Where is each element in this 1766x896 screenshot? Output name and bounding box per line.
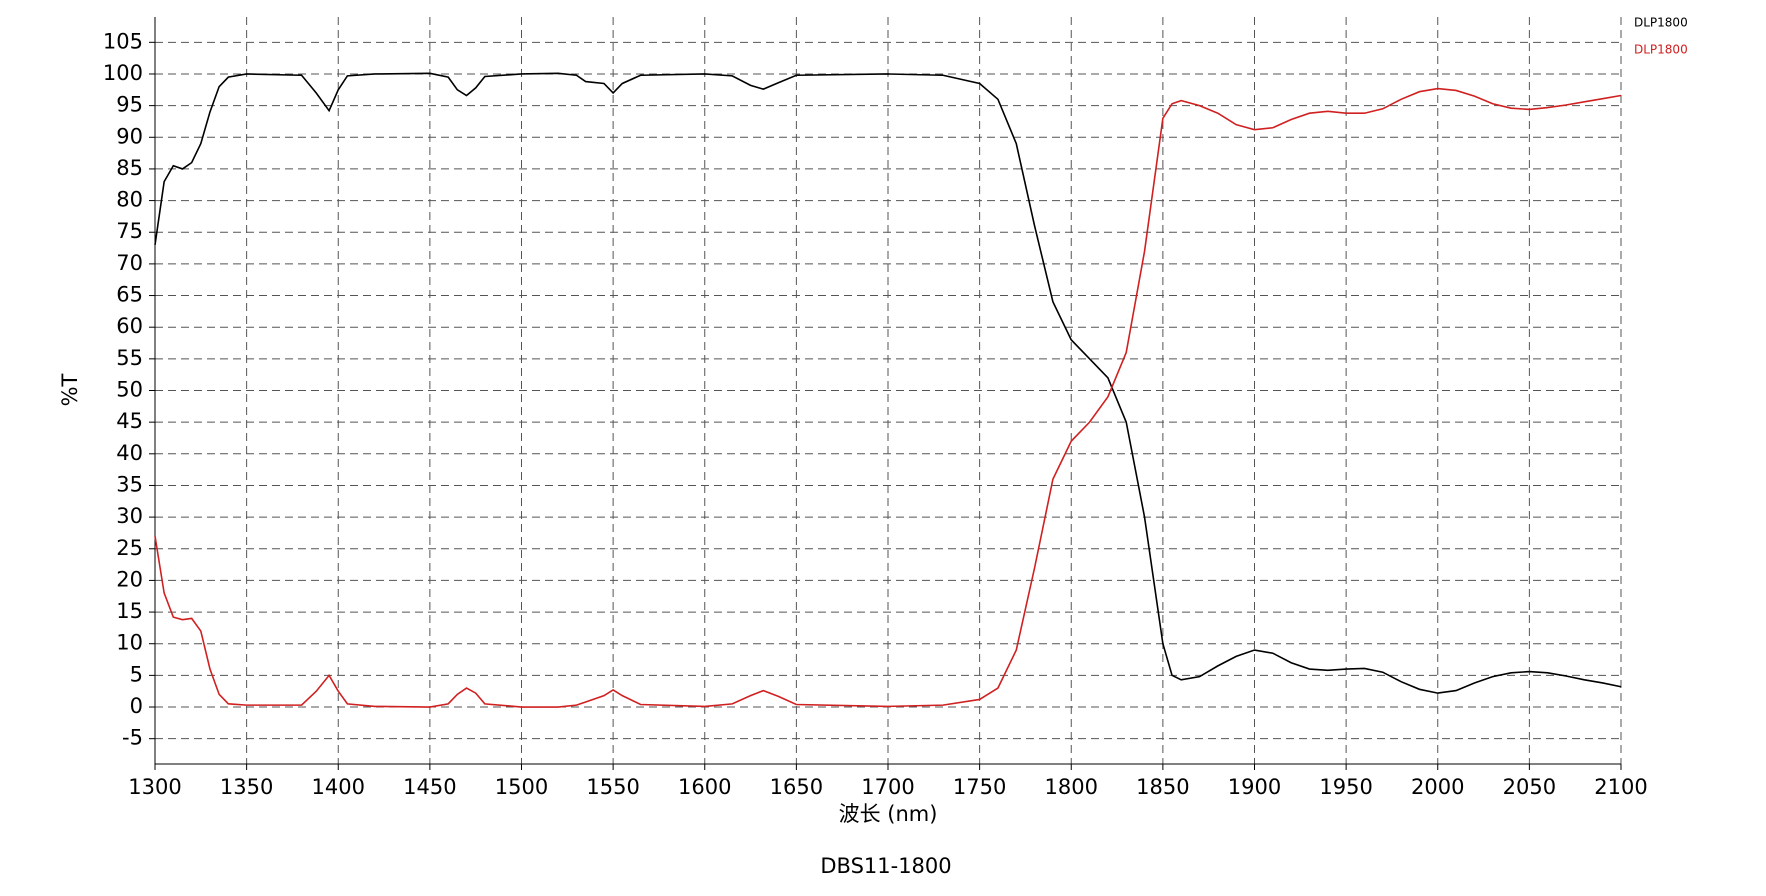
x-tick-label: 1900 — [1228, 775, 1281, 799]
x-tick-label: 1800 — [1045, 775, 1098, 799]
y-tick-label: 80 — [116, 188, 143, 212]
y-tick-label: 25 — [116, 536, 143, 560]
x-tick-label: 2050 — [1503, 775, 1556, 799]
y-tick-label: 100 — [103, 61, 143, 85]
x-tick-label: 1350 — [220, 775, 273, 799]
x-tick-label: 1300 — [128, 775, 181, 799]
y-tick-label: 90 — [116, 124, 143, 148]
y-tick-label: 45 — [116, 409, 143, 433]
chart-title: DBS11-1800 — [820, 854, 951, 878]
x-tick-label: 1650 — [770, 775, 823, 799]
x-tick-label: 1750 — [953, 775, 1006, 799]
y-axis-label: %T — [58, 373, 82, 406]
x-tick-label: 1700 — [861, 775, 914, 799]
x-tick-label: 1450 — [403, 775, 456, 799]
x-tick-label: 1950 — [1319, 775, 1372, 799]
x-tick-label: 1550 — [586, 775, 639, 799]
y-tick-label: 85 — [116, 156, 143, 180]
y-tick-label: 5 — [130, 662, 143, 686]
y-tick-label: 0 — [130, 694, 143, 718]
y-tick-label: 35 — [116, 472, 143, 496]
y-tick-label: 75 — [116, 219, 143, 243]
y-tick-label: 15 — [116, 599, 143, 623]
y-tick-label: 20 — [116, 567, 143, 591]
data-line — [154, 72, 1622, 694]
y-tick-label: 40 — [116, 441, 143, 465]
x-tick-label: 1400 — [312, 775, 365, 799]
y-tick-label: 50 — [116, 378, 143, 402]
x-tick-label: 1500 — [495, 775, 548, 799]
y-tick-label: -5 — [122, 726, 143, 750]
legend-label: DLP1800 — [1634, 43, 1688, 57]
y-tick-label: 95 — [116, 93, 143, 117]
y-tick-label: 105 — [103, 29, 143, 53]
y-tick-label: 65 — [116, 283, 143, 307]
x-tick-label: 2100 — [1594, 775, 1647, 799]
y-tick-label: 60 — [116, 314, 143, 338]
x-tick-label: 1600 — [678, 775, 731, 799]
x-axis-label: 波长 (nm) — [839, 802, 938, 826]
legend-label: DLP1800 — [1634, 16, 1688, 30]
y-tick-label: 55 — [116, 346, 143, 370]
y-tick-label: 70 — [116, 251, 143, 275]
y-tick-label: 10 — [116, 631, 143, 655]
y-tick-label: 30 — [116, 504, 143, 528]
data-line — [154, 87, 1622, 708]
x-tick-label: 2000 — [1411, 775, 1464, 799]
x-tick-label: 1850 — [1136, 775, 1189, 799]
